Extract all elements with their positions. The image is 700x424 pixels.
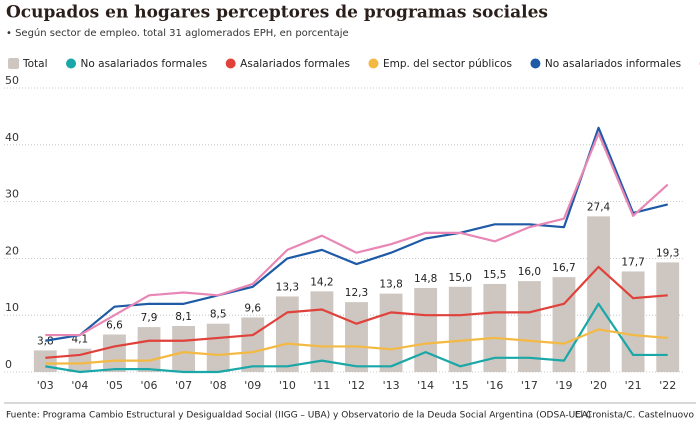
legend-label: No asalariados formales <box>81 58 208 70</box>
x-tick-label: '19 <box>555 379 572 392</box>
credit: El Cronista/C. Castelnuovo <box>575 411 695 421</box>
bar <box>103 334 126 372</box>
value-label: 17,7 <box>621 256 644 268</box>
bar <box>656 262 680 372</box>
legend-label: Asalariados formales <box>240 58 350 70</box>
value-label: 14,8 <box>414 273 437 285</box>
line <box>45 132 669 337</box>
x-tick-label: '06 <box>141 379 158 392</box>
legend-swatch <box>530 58 541 69</box>
y-tick-label: 20 <box>5 244 19 257</box>
x-tick-label: '03 <box>37 379 54 392</box>
line <box>45 126 668 342</box>
x-tick-label: '10 <box>279 379 296 392</box>
bar <box>345 302 368 372</box>
value-label: 12,3 <box>345 287 368 299</box>
bar <box>587 216 610 372</box>
x-tick-label: '16 <box>486 379 503 392</box>
value-label: 13,3 <box>276 281 299 293</box>
x-tick-label: '11 <box>313 379 330 392</box>
bar <box>379 293 403 372</box>
value-label: 16,0 <box>518 266 541 278</box>
value-label: 9,6 <box>244 302 261 314</box>
legend-swatch <box>66 58 77 69</box>
value-label: 13,8 <box>379 279 402 291</box>
legend-swatch <box>368 58 379 69</box>
bar <box>206 323 230 372</box>
value-label: 7,9 <box>141 312 158 324</box>
legend-label: No asalariados informales <box>545 58 681 70</box>
legend-label: Emp. del sector públicos <box>383 58 512 70</box>
legend-label: Total <box>22 58 48 70</box>
y-tick-label: 30 <box>5 188 19 201</box>
legend-swatch <box>8 58 19 69</box>
bar <box>414 287 438 372</box>
chart-title: Ocupados en hogares perceptores de progr… <box>6 3 548 23</box>
x-tick-label: '05 <box>106 379 123 392</box>
bar <box>483 283 507 372</box>
value-label: 14,2 <box>310 276 333 288</box>
x-tick-label: '15 <box>452 379 469 392</box>
legend-swatch <box>225 58 236 69</box>
y-tick-label: 40 <box>5 131 19 144</box>
value-label: 15,5 <box>483 269 506 281</box>
line <box>45 328 668 365</box>
x-tick-label: '13 <box>383 379 400 392</box>
x-tick-label: '07 <box>175 379 192 392</box>
bar <box>33 350 57 372</box>
value-label: 8,1 <box>175 311 192 323</box>
value-label: 8,5 <box>210 309 227 321</box>
bar <box>241 317 265 372</box>
x-tick-label: '09 <box>244 379 261 392</box>
line <box>45 302 668 374</box>
bar <box>552 277 576 372</box>
x-tick-label: '21 <box>625 379 642 392</box>
value-label: 16,7 <box>552 262 575 274</box>
value-label: 15,0 <box>449 272 472 284</box>
bar <box>517 281 541 372</box>
x-tick-label: '08 <box>210 379 227 392</box>
bar <box>621 271 645 372</box>
y-tick-label: 10 <box>5 301 19 314</box>
x-tick-label: '20 <box>590 379 607 392</box>
y-tick-label: 50 <box>5 74 19 87</box>
y-tick-label: 0 <box>5 358 12 371</box>
x-tick-label: '12 <box>348 379 365 392</box>
bar <box>172 325 196 372</box>
bar <box>448 286 472 372</box>
bar <box>137 327 161 372</box>
value-label: 19,3 <box>656 247 679 259</box>
x-tick-label: '17 <box>521 379 538 392</box>
value-label: 6,6 <box>106 320 123 332</box>
x-tick-label: '14 <box>417 379 434 392</box>
source: Fuente: Programa Cambio Estructural y De… <box>6 411 591 421</box>
chart-subtitle: • Según sector de empleo. total 31 aglom… <box>6 27 349 39</box>
value-label: 3,8 <box>37 335 54 347</box>
value-label: 27,4 <box>587 201 611 213</box>
x-tick-label: '04 <box>71 379 88 392</box>
x-tick-label: '22 <box>659 379 676 392</box>
bar <box>275 296 299 372</box>
line <box>45 265 668 359</box>
